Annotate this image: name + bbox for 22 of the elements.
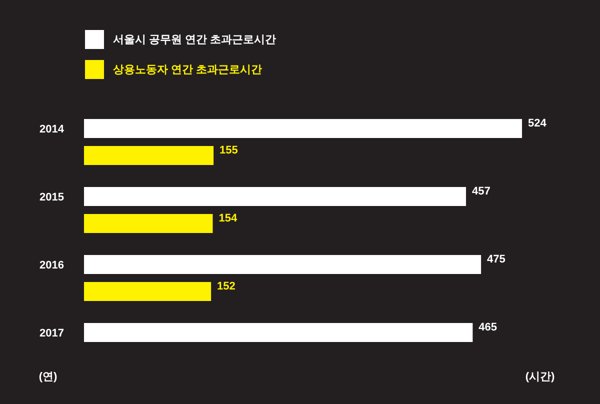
legend-label: 상용노동자 연간 초과근로시간 — [113, 64, 262, 76]
data-label: 154 — [218, 212, 238, 224]
y-tick-label: 2015 — [40, 192, 64, 204]
data-label: 475 — [487, 254, 506, 266]
bar — [84, 119, 522, 138]
bar — [84, 187, 466, 206]
y-tick-label: 2016 — [40, 260, 64, 272]
data-label: 155 — [220, 144, 238, 156]
bar — [84, 282, 212, 301]
data-label: 524 — [528, 118, 548, 130]
bar — [84, 255, 482, 274]
data-label: 457 — [472, 186, 490, 198]
y-tick-label: 2017 — [40, 328, 64, 340]
bar — [84, 146, 214, 165]
data-label: 465 — [478, 322, 498, 334]
bar — [84, 214, 213, 233]
data-label: 152 — [217, 280, 236, 292]
y-axis-title: (연) — [38, 371, 58, 383]
bar — [84, 323, 473, 342]
y-tick-label: 2014 — [40, 124, 65, 136]
legend-label: 서울시 공무원 연간 초과근로시간 — [113, 34, 276, 46]
x-axis-title: (시간) — [525, 371, 555, 383]
